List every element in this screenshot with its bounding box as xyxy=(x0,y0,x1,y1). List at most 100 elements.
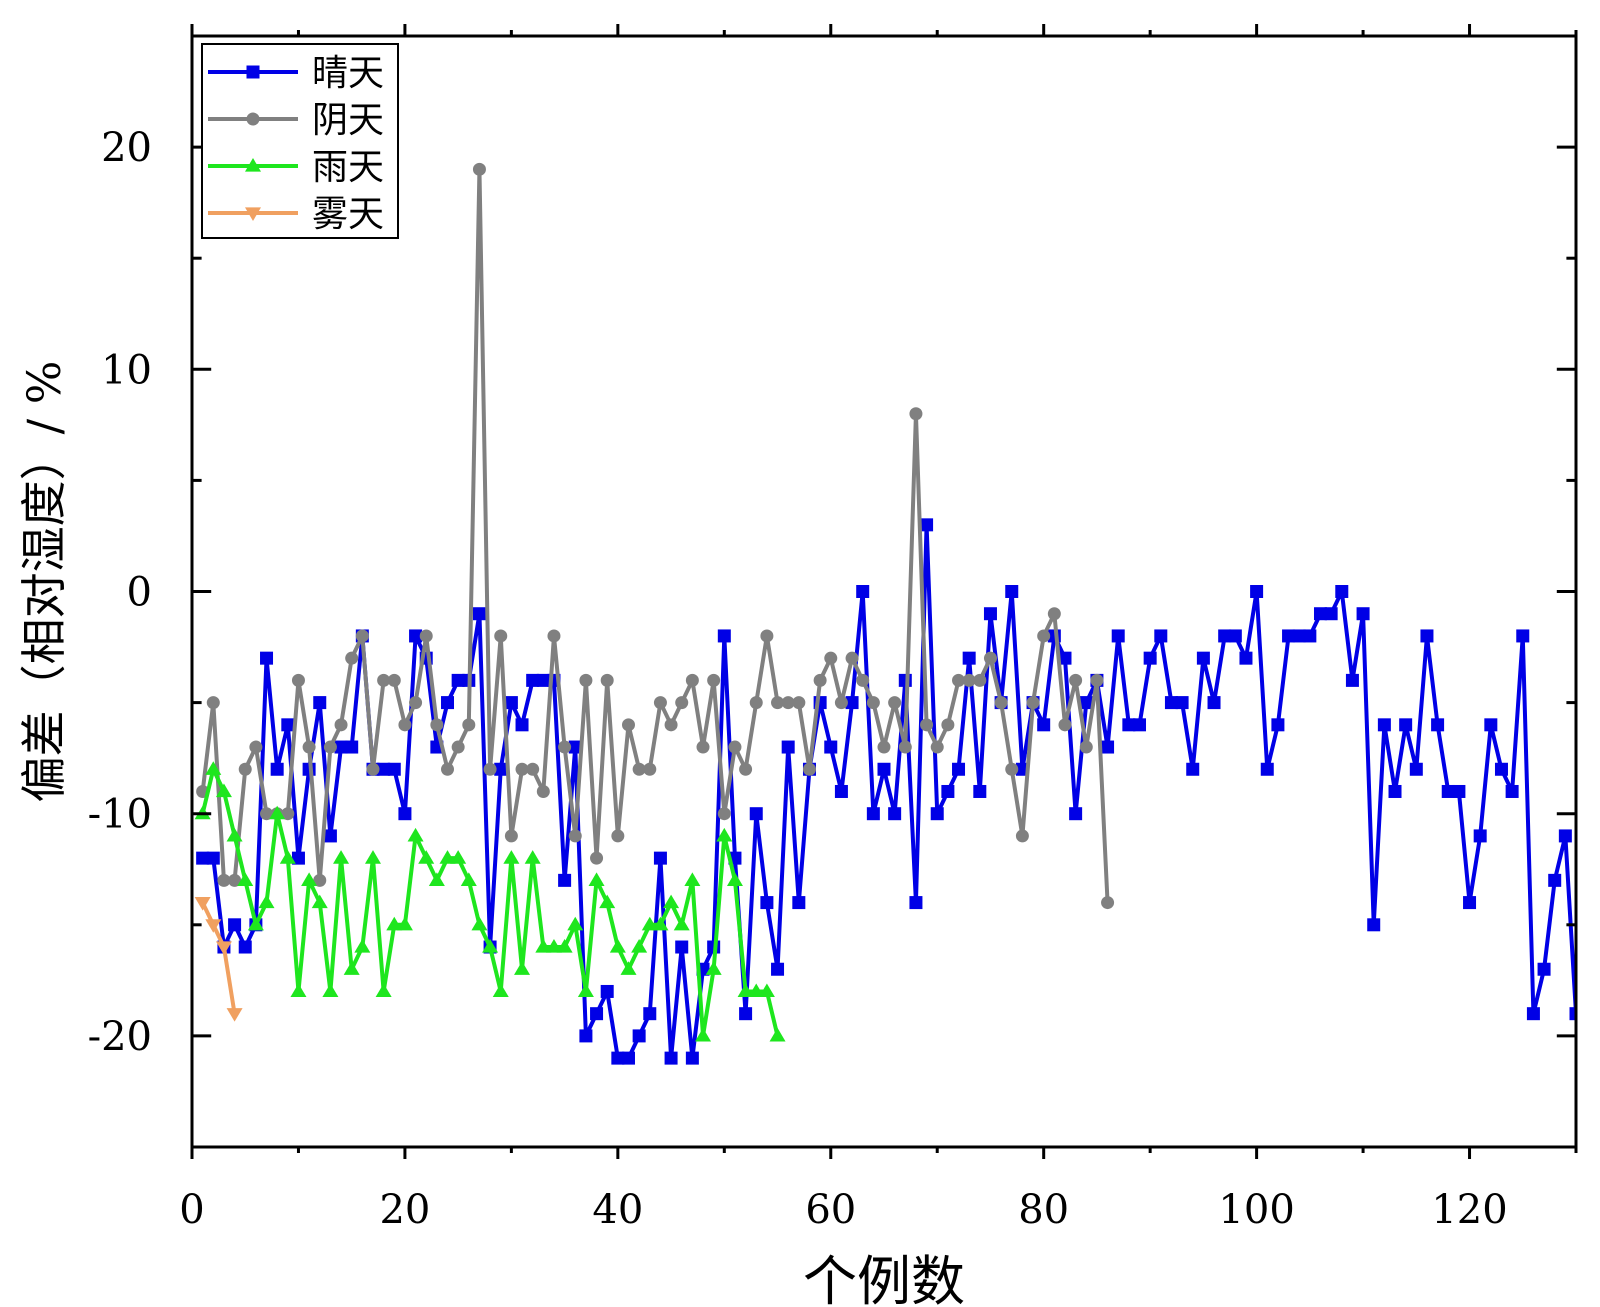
data-point xyxy=(535,939,552,953)
data-point xyxy=(366,762,380,776)
data-point xyxy=(675,696,689,710)
data-point xyxy=(377,673,391,687)
data-point xyxy=(675,940,689,954)
data-point xyxy=(492,983,509,998)
data-point xyxy=(419,629,433,643)
data-point xyxy=(1122,718,1136,732)
data-point xyxy=(524,850,541,864)
data-point xyxy=(215,941,232,956)
data-point xyxy=(1164,696,1178,710)
data-point xyxy=(1111,629,1125,643)
data-point xyxy=(590,851,604,865)
data-point xyxy=(1526,1007,1540,1021)
data-point xyxy=(1356,607,1370,621)
legend-marker xyxy=(245,158,261,172)
data-point xyxy=(301,872,318,886)
data-point xyxy=(579,1029,593,1043)
data-point xyxy=(428,872,445,886)
data-point xyxy=(1282,629,1296,643)
data-point xyxy=(547,629,561,643)
data-point xyxy=(1196,651,1210,665)
data-point xyxy=(1271,718,1285,732)
data-point xyxy=(515,762,529,776)
data-point xyxy=(856,673,870,687)
series-line xyxy=(200,901,237,1014)
data-point xyxy=(1239,651,1253,665)
data-point xyxy=(269,805,286,820)
data-point xyxy=(302,740,316,754)
data-point xyxy=(238,940,252,954)
data-point xyxy=(260,807,274,821)
ticks-layer xyxy=(190,24,1578,1159)
legend-box xyxy=(201,43,399,239)
data-point xyxy=(1431,718,1445,732)
data-point xyxy=(930,807,944,821)
data-point xyxy=(952,673,966,687)
data-point xyxy=(664,1051,678,1065)
data-point xyxy=(281,807,295,821)
data-point xyxy=(632,762,646,776)
data-point xyxy=(813,673,827,687)
data-point xyxy=(845,651,859,665)
data-point xyxy=(568,740,582,754)
data-point xyxy=(355,629,369,643)
data-point xyxy=(685,1051,699,1065)
data-point xyxy=(504,829,518,843)
x-tick-label: 120 xyxy=(1431,1187,1507,1233)
data-point xyxy=(1005,585,1019,598)
data-point xyxy=(588,872,605,886)
data-point xyxy=(323,740,337,754)
data-point xyxy=(1250,585,1264,598)
data-point xyxy=(1186,762,1200,776)
data-point xyxy=(334,718,348,732)
data-point xyxy=(973,784,987,798)
data-point xyxy=(941,784,955,798)
y-tick-label: -20 xyxy=(88,1014,152,1060)
data-point xyxy=(1335,585,1349,598)
y-tick-label: 0 xyxy=(127,570,152,616)
data-point xyxy=(898,740,912,754)
data-point xyxy=(311,894,328,909)
data-point xyxy=(792,896,806,910)
data-point xyxy=(409,696,423,710)
data-point xyxy=(1090,673,1104,687)
data-point xyxy=(568,829,582,843)
data-point xyxy=(439,850,456,864)
data-point xyxy=(1133,718,1147,732)
data-point xyxy=(567,916,584,931)
series-3 xyxy=(194,896,243,1022)
data-point xyxy=(441,696,455,710)
data-point xyxy=(290,983,307,998)
series-layer xyxy=(194,162,1576,1065)
data-point xyxy=(621,718,635,732)
data-point xyxy=(270,762,284,776)
data-point xyxy=(643,1007,657,1021)
data-point xyxy=(1058,651,1072,665)
data-point xyxy=(1537,962,1551,976)
data-point xyxy=(877,740,891,754)
data-point xyxy=(590,1007,604,1021)
data-point xyxy=(973,673,987,687)
data-point xyxy=(558,740,572,754)
data-point xyxy=(983,607,997,621)
data-point xyxy=(792,696,806,710)
x-tick-label: 60 xyxy=(805,1187,856,1233)
data-point xyxy=(333,850,350,864)
data-point xyxy=(909,896,923,910)
data-point xyxy=(238,762,252,776)
y-tick-label: 10 xyxy=(101,347,152,393)
data-point xyxy=(888,807,902,821)
data-point xyxy=(952,762,966,776)
data-point xyxy=(472,607,486,621)
data-point xyxy=(377,762,391,776)
data-point xyxy=(558,873,572,887)
x-axis-title: 个例数 xyxy=(803,1250,965,1307)
data-point xyxy=(418,850,435,864)
data-point xyxy=(407,827,424,842)
data-point xyxy=(471,916,488,931)
data-point xyxy=(387,762,401,776)
data-point xyxy=(1420,629,1434,643)
data-point xyxy=(1452,784,1466,798)
data-point xyxy=(281,718,295,732)
data-point xyxy=(398,807,412,821)
